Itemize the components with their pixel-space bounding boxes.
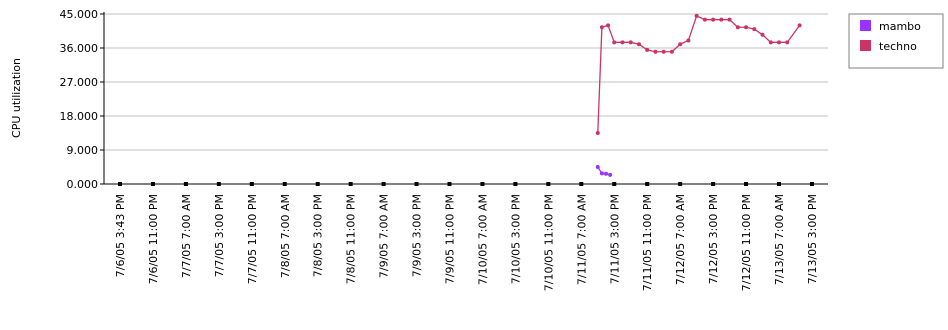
x-tick-label: 7/8/05 7:00 AM — [279, 194, 292, 278]
x-tick-label: 7/12/05 11:00 PM — [740, 194, 753, 291]
x-tick-mark — [118, 182, 122, 186]
y-tick-label: 18.000 — [60, 110, 99, 123]
x-tick-mark — [513, 182, 518, 186]
axes — [103, 12, 828, 185]
x-tick-label: 7/10/05 7:00 AM — [476, 194, 489, 285]
x-tick-mark — [744, 182, 749, 186]
x-tick-label: 7/13/05 3:00 PM — [806, 194, 819, 284]
data-point — [595, 165, 600, 169]
data-point — [636, 42, 641, 47]
legend-label: techno — [879, 40, 917, 53]
x-tick-label: 7/12/05 7:00 AM — [674, 194, 687, 285]
x-tick-label: 7/7/05 11:00 PM — [246, 194, 259, 284]
y-tick-label: 0.000 — [67, 178, 99, 191]
x-tick-label: 7/8/05 11:00 PM — [345, 194, 358, 284]
x-tick-mark — [777, 182, 781, 186]
series-line — [597, 166, 611, 176]
data-point — [645, 47, 650, 52]
x-tick-mark — [645, 182, 650, 186]
legend-swatch — [860, 20, 871, 31]
x-tick-mark — [711, 182, 716, 186]
data-point — [661, 49, 666, 54]
y-tick-label: 45.000 — [60, 8, 99, 21]
x-tick-mark — [480, 182, 485, 186]
data-point — [760, 32, 765, 37]
x-tick-mark — [546, 182, 551, 186]
data-point — [702, 17, 707, 22]
data-point — [719, 17, 724, 22]
series-line — [597, 14, 801, 134]
data-point — [628, 40, 633, 45]
legend-label: mambo — [879, 20, 921, 33]
data-point — [599, 171, 604, 176]
x-tick-mark — [348, 182, 353, 186]
x-tick-mark — [249, 182, 254, 186]
data-point — [727, 17, 732, 22]
data-point — [686, 38, 691, 43]
grid-lines — [104, 13, 828, 151]
legend: mambo techno — [848, 13, 944, 69]
data-point — [599, 25, 604, 30]
x-tick-label: 7/9/05 7:00 AM — [378, 194, 391, 278]
x-tick-mark — [678, 182, 683, 186]
x-tick-mark — [150, 182, 155, 186]
x-tick-label: 7/10/05 3:00 PM — [509, 194, 522, 284]
data-point — [653, 49, 658, 54]
data-point — [604, 171, 609, 176]
x-tick-mark — [447, 182, 452, 186]
y-tick-label: 36.000 — [60, 42, 99, 55]
series-techno — [595, 13, 802, 135]
data-point — [785, 40, 790, 45]
data-point — [777, 40, 781, 45]
x-tick-label: 7/9/05 11:00 PM — [444, 194, 457, 284]
series-layer — [595, 13, 802, 177]
x-tick-mark — [809, 182, 814, 186]
x-tick-label: 7/10/05 11:00 PM — [542, 194, 555, 291]
x-tick-mark — [414, 182, 419, 186]
x-tick-label: 7/6/05 11:00 PM — [147, 194, 160, 284]
x-tick-label: 7/6/05 3:43 PM — [114, 194, 127, 277]
x-tick-label: 7/7/05 3:00 PM — [213, 194, 226, 277]
data-point — [669, 49, 674, 54]
data-point — [797, 23, 802, 28]
data-point — [606, 23, 611, 28]
legend-swatch — [860, 40, 871, 51]
x-tick-label: 7/7/05 7:00 AM — [180, 194, 193, 278]
data-point — [711, 17, 716, 22]
x-tick-label: 7/11/05 3:00 PM — [608, 194, 621, 284]
x-tick-label: 7/11/05 7:00 AM — [575, 194, 588, 285]
data-point — [752, 27, 757, 32]
x-tick-label: 7/8/05 3:00 PM — [312, 194, 325, 277]
data-point — [678, 42, 683, 47]
data-point — [744, 25, 749, 30]
x-tick-label: 7/9/05 3:00 PM — [411, 194, 424, 277]
y-axis-label: CPU utilization — [10, 58, 23, 138]
y-axis-ticks: 0.000 9.000 18.000 27.000 36.000 45.000 — [60, 8, 104, 191]
x-tick-mark — [183, 182, 188, 186]
data-point — [620, 40, 625, 45]
x-tick-label: 7/12/05 3:00 PM — [707, 194, 720, 284]
x-tick-label: 7/11/05 11:00 PM — [641, 194, 654, 291]
data-point — [612, 40, 617, 45]
x-tick-mark — [579, 182, 584, 186]
data-point — [735, 25, 740, 30]
data-point — [768, 40, 773, 45]
x-tick-mark — [315, 182, 320, 186]
x-tick-label: 7/13/05 7:00 AM — [773, 194, 786, 285]
data-point — [694, 13, 699, 18]
x-tick-mark — [381, 182, 386, 186]
x-tick-mark — [282, 182, 287, 186]
x-tick-mark — [216, 182, 221, 186]
y-tick-label: 9.000 — [67, 144, 99, 157]
x-axis-ticks: 7/6/05 3:43 PM 7/6/05 11:00 PM 7/7/05 7:00… — [114, 182, 819, 291]
data-point — [595, 131, 600, 135]
data-point — [608, 172, 613, 177]
series-mambo — [595, 165, 613, 177]
x-tick-mark — [612, 182, 617, 186]
y-tick-label: 27.000 — [60, 76, 99, 89]
